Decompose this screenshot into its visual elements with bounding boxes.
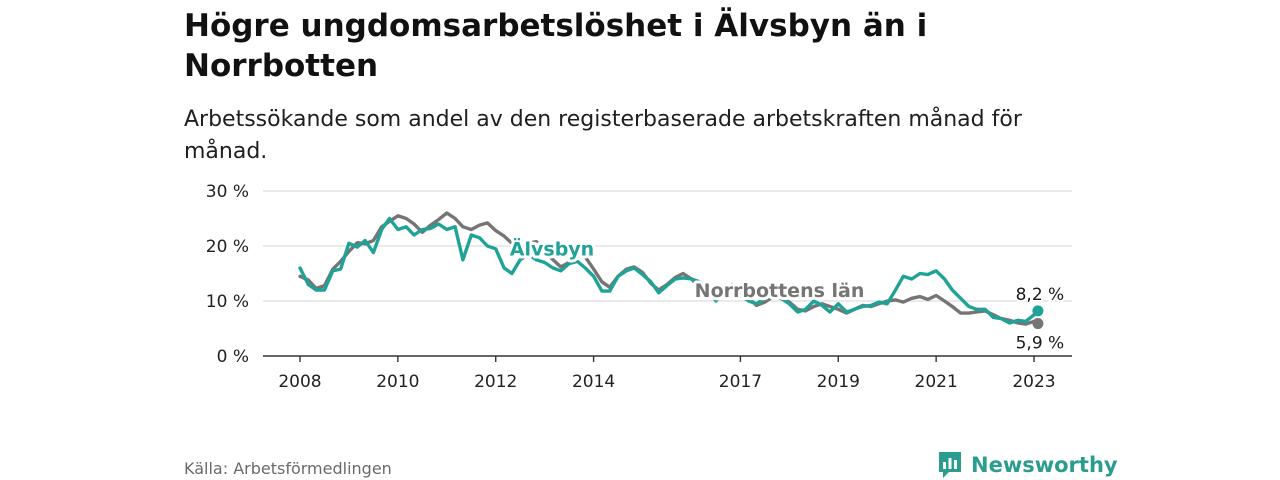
y-tick-label: 20 % <box>206 237 249 257</box>
brand-logo: Newsworthy <box>937 450 1118 480</box>
y-tick-label: 30 % <box>206 182 249 202</box>
end-label-norrbotten: 5,9 % <box>1016 334 1065 354</box>
series-label-norrbotten: Norrbottens län <box>695 280 865 302</box>
x-tick-label: 2014 <box>572 372 615 392</box>
series-line-alvsbyn <box>298 216 1040 325</box>
x-tick-label: 2023 <box>1012 372 1055 392</box>
x-tick-label: 2019 <box>817 372 860 392</box>
series-label-alvsbyn: Älvsbyn <box>510 236 594 260</box>
source-note: Källa: Arbetsförmedlingen <box>184 459 392 478</box>
brand-name: Newsworthy <box>971 453 1118 477</box>
end-point-norrbotten <box>1032 318 1044 330</box>
end-label-alvsbyn: 8,2 % <box>1016 285 1065 305</box>
newsworthy-logo-icon <box>939 452 961 478</box>
x-tick-label: 2021 <box>915 372 958 392</box>
chart-subtitle: Arbetssökande som andel av den registerb… <box>184 107 1022 164</box>
chart-title: Högre ungdomsarbetslöshet i Älvsbyn än i… <box>184 8 928 84</box>
x-tick-label: 2008 <box>278 372 321 392</box>
x-tick-label: 2017 <box>719 372 762 392</box>
y-tick-label: 0 % <box>217 347 249 367</box>
x-tick-label: 2012 <box>474 372 517 392</box>
x-tick-label: 2010 <box>376 372 419 392</box>
y-tick-label: 10 % <box>206 292 249 312</box>
end-point-alvsbyn <box>1032 305 1044 317</box>
